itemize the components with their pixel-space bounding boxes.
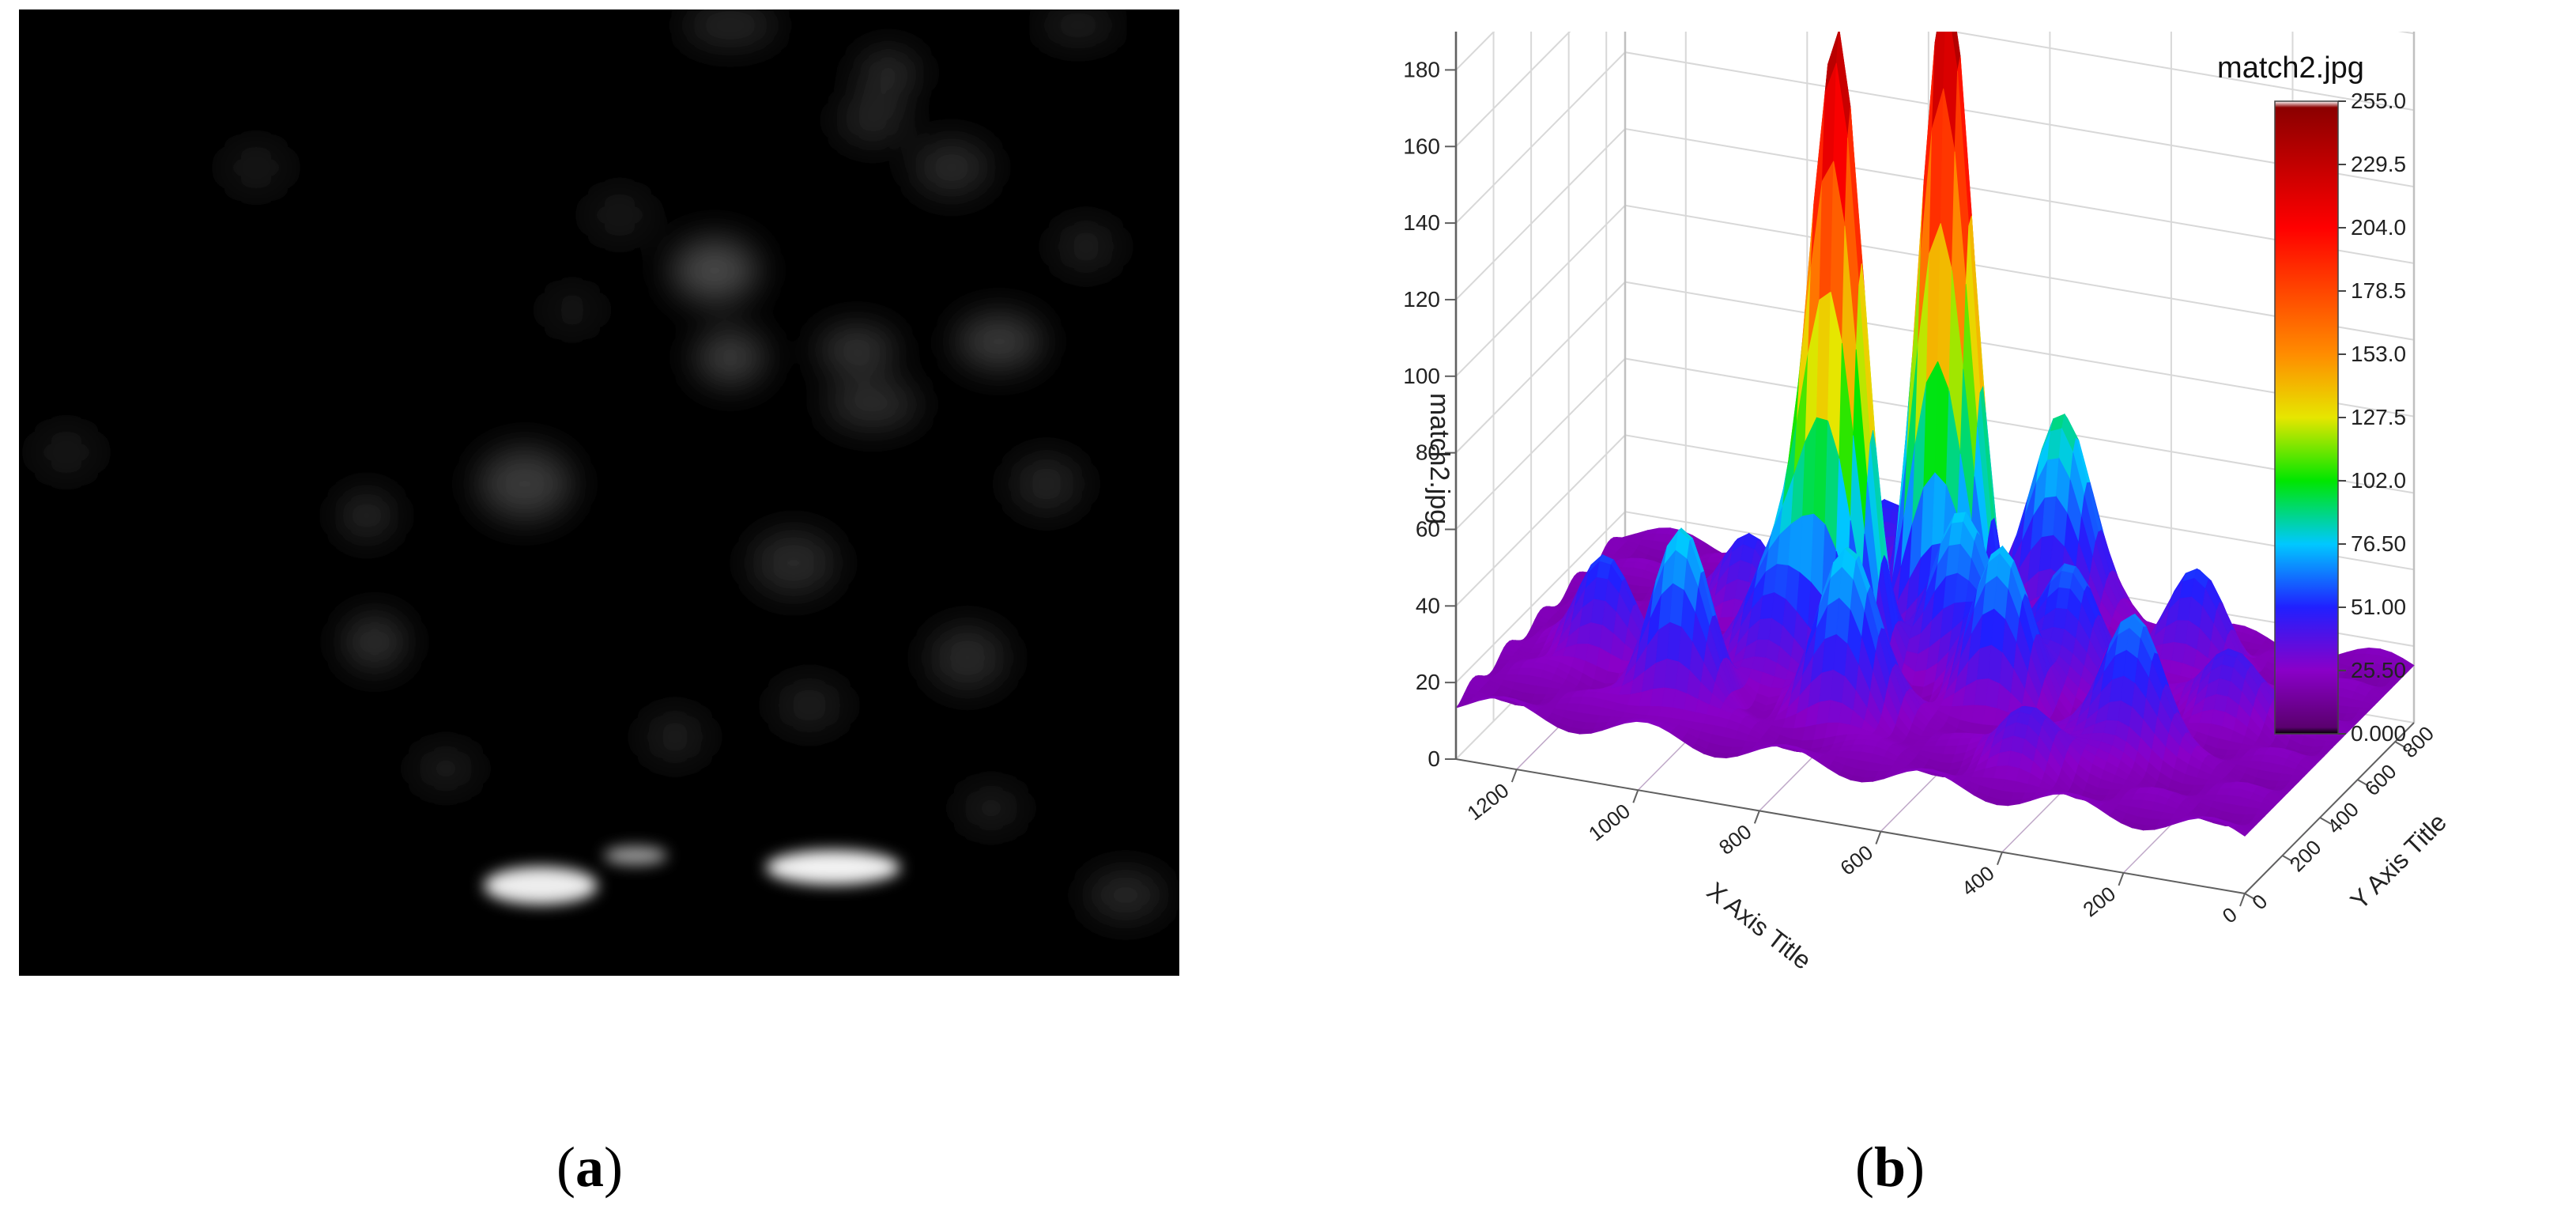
y-tick bbox=[2394, 741, 2407, 749]
faint-blob bbox=[671, 239, 758, 302]
y-tick bbox=[2282, 855, 2295, 863]
colorbar-tick-label: 76.50 bbox=[2351, 531, 2406, 556]
colorbar-tick-label: 255.0 bbox=[2351, 89, 2406, 113]
z-tick-label: 160 bbox=[1403, 134, 1440, 158]
x-tick-label: 1000 bbox=[1584, 799, 1635, 845]
faint-blob bbox=[956, 314, 1043, 369]
faint-blob bbox=[414, 749, 477, 788]
x-axis-line bbox=[1455, 758, 2246, 894]
faint-blob bbox=[35, 429, 98, 476]
z-tick-label: 40 bbox=[1416, 593, 1440, 618]
colorbar-tick-label: 204.0 bbox=[2351, 215, 2406, 240]
x-tick bbox=[1753, 810, 1760, 824]
surface-plot-svg: 0200400600800100012000200400600800020406… bbox=[1403, 32, 2452, 975]
x-tick-label: 400 bbox=[1957, 861, 1999, 901]
colorbar-tick-label: 127.5 bbox=[2351, 405, 2406, 429]
y-tick bbox=[2319, 817, 2332, 825]
faint-blob bbox=[1086, 871, 1165, 919]
colorbar-title: match2.jpg bbox=[2217, 51, 2364, 85]
colorbar-tick-label: 153.0 bbox=[2351, 342, 2406, 366]
z-axis-title: match2.jpg bbox=[1424, 393, 1454, 524]
x-tick bbox=[1875, 831, 1882, 844]
x-tick-label: 0 bbox=[2218, 902, 2242, 928]
x-tick bbox=[1511, 769, 1518, 783]
z-tick-label: 120 bbox=[1403, 287, 1440, 312]
match-heatmap-image bbox=[19, 9, 1179, 976]
faint-blob bbox=[857, 49, 920, 96]
faint-blob bbox=[1011, 456, 1082, 512]
y-tick-label: 400 bbox=[2322, 797, 2363, 838]
faint-blob bbox=[825, 381, 920, 429]
x-tick bbox=[1996, 852, 2003, 866]
faint-blob bbox=[545, 290, 600, 330]
y-tick bbox=[2357, 779, 2370, 787]
grayscale-match-map bbox=[19, 9, 1179, 976]
y-axis-title: Y Axis Title bbox=[2344, 807, 2452, 915]
faint-blob bbox=[339, 492, 394, 539]
z-tick-label: 0 bbox=[1428, 746, 1440, 771]
y-tick-label: 600 bbox=[2360, 759, 2401, 800]
bright-spot-left bbox=[484, 867, 598, 905]
y-tick-label: 200 bbox=[2285, 835, 2326, 876]
faint-blob bbox=[477, 448, 572, 520]
faint-blob bbox=[928, 626, 1007, 690]
colorbar-tick-label: 229.5 bbox=[2351, 152, 2406, 176]
z-tick-label: 20 bbox=[1416, 670, 1440, 694]
y-axis-line bbox=[2244, 722, 2415, 894]
x-tick-label: 800 bbox=[1714, 819, 1756, 859]
faint-blob bbox=[912, 140, 991, 195]
faint-blob bbox=[224, 144, 288, 191]
faint-blob bbox=[774, 682, 845, 729]
colorbar-tick-label: 25.50 bbox=[2351, 658, 2406, 682]
colorbar-tick-label: 102.0 bbox=[2351, 468, 2406, 493]
faint-blob bbox=[643, 713, 707, 761]
x-tick bbox=[2239, 893, 2246, 907]
z-tick-label: 140 bbox=[1403, 210, 1440, 235]
surface-mesh bbox=[1454, 32, 2415, 837]
faint-blob bbox=[343, 614, 406, 670]
x-axis-title: X Axis Title bbox=[1702, 876, 1816, 975]
surface-patch bbox=[2233, 826, 2249, 837]
colorbar bbox=[2274, 100, 2339, 735]
z-tick-label: 80 bbox=[1416, 440, 1440, 465]
faint-blob bbox=[1054, 223, 1118, 270]
z-tick-label: 180 bbox=[1403, 57, 1440, 81]
y-tick bbox=[2244, 893, 2257, 901]
colorbar-tick-label: 51.00 bbox=[2351, 595, 2406, 619]
z-tick-label: 60 bbox=[1416, 516, 1440, 541]
faint-blob bbox=[750, 531, 837, 595]
x-tick-label: 600 bbox=[1835, 841, 1877, 880]
x-tick bbox=[1632, 789, 1639, 803]
faint-blob bbox=[837, 96, 908, 144]
faint-blob bbox=[960, 788, 1023, 828]
x-tick bbox=[2118, 872, 2125, 886]
caption-b: (b) bbox=[1855, 1135, 1925, 1199]
caption-a: (a) bbox=[556, 1135, 623, 1199]
gridline-z-wall bbox=[1455, 32, 2415, 147]
colorbar-tick-label: 0.000 bbox=[2351, 721, 2406, 746]
faint-blob bbox=[1039, 9, 1118, 41]
faint-blob bbox=[588, 191, 651, 239]
faint-spot bbox=[604, 846, 667, 865]
z-tick-label: 100 bbox=[1403, 364, 1440, 388]
surface-plot: 0 200 400 600 800 1000 1200 0 200 400 600 800 0 20 40 6… bbox=[1312, 32, 2561, 1060]
x-tick-label: 1200 bbox=[1462, 778, 1513, 825]
bright-spot-right bbox=[766, 850, 900, 885]
y-tick-label: 0 bbox=[2247, 890, 2272, 914]
faint-blob bbox=[817, 326, 896, 373]
faint-blob bbox=[695, 330, 766, 385]
faint-blob bbox=[683, 9, 778, 45]
x-tick-label: 200 bbox=[2078, 882, 2120, 921]
colorbar-tick-label: 178.5 bbox=[2351, 278, 2406, 303]
